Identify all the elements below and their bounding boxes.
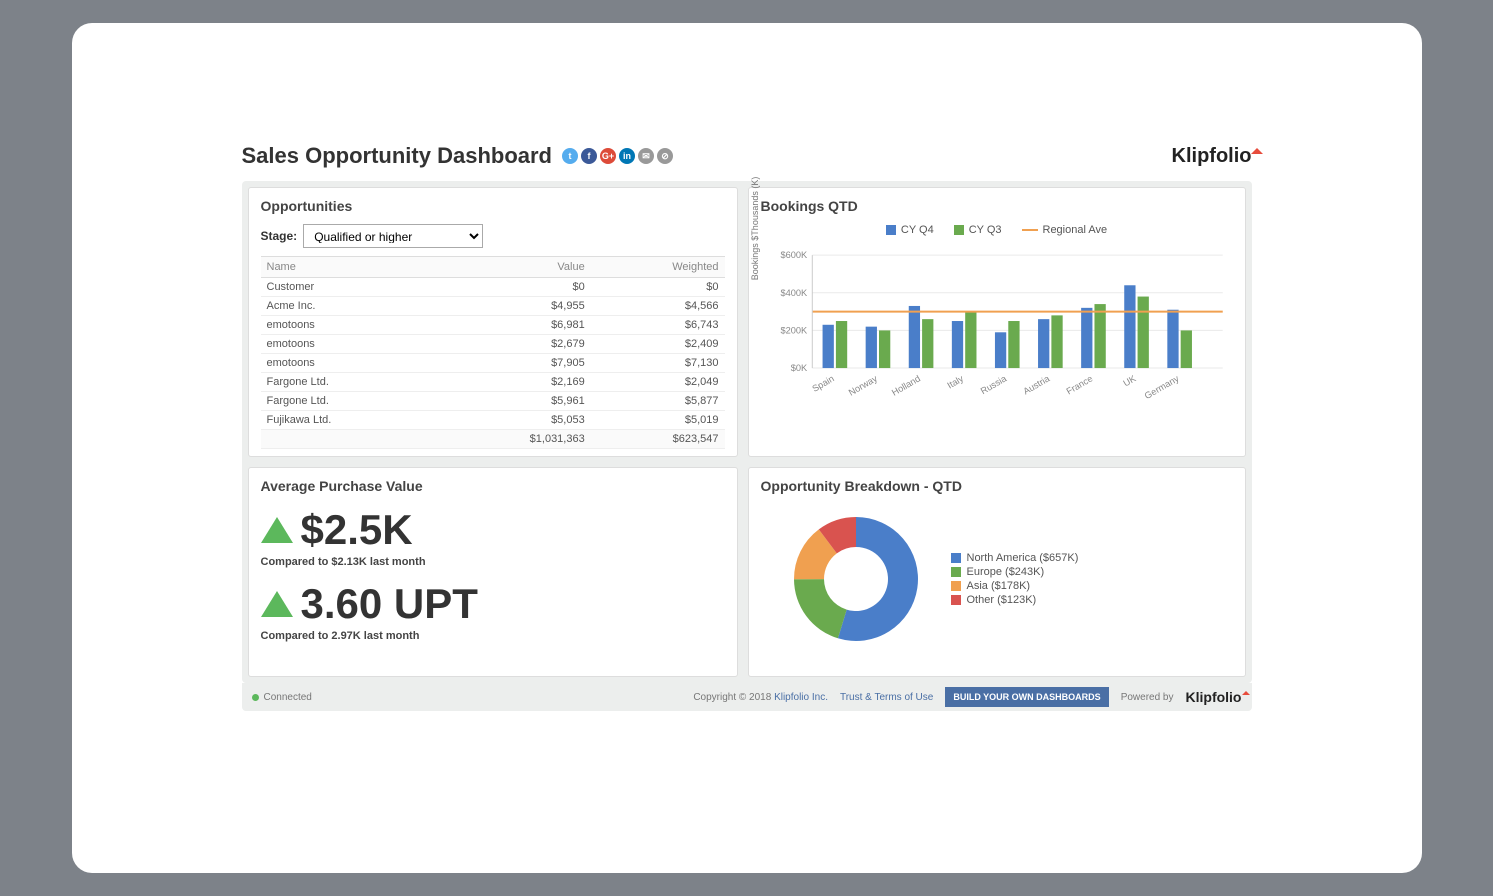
table-header: Value <box>437 257 591 278</box>
y-axis-label: Bookings $Thousands (K) <box>750 177 760 281</box>
logo: Klipfolio <box>1172 145 1252 168</box>
dashboard: Sales Opportunity Dashboard tfG+in✉⊘ Kli… <box>242 143 1252 711</box>
table-row[interactable]: Fujikawa Ltd.$5,053$5,019 <box>261 411 725 430</box>
svg-text:Italy: Italy <box>945 373 965 390</box>
legend-swatch-icon <box>886 225 896 235</box>
donut-wrap: North America ($657K) Europe ($243K) Asia … <box>761 504 1233 654</box>
mail-icon[interactable]: ✉ <box>638 148 654 164</box>
page-title: Sales Opportunity Dashboard <box>242 143 553 169</box>
footer-logo: Klipfolio <box>1186 689 1242 705</box>
svg-text:$400K: $400K <box>780 288 808 298</box>
bookings-legend: CY Q4 CY Q3 Regional Ave <box>761 224 1233 236</box>
legend-swatch-icon <box>951 553 961 563</box>
header: Sales Opportunity Dashboard tfG+in✉⊘ Kli… <box>242 143 1252 169</box>
table-row[interactable]: emotoons$6,981$6,743 <box>261 316 725 335</box>
legend-item: Asia ($178K) <box>951 580 1079 592</box>
bookings-panel: Bookings QTD CY Q4CY Q3Regional Ave Book… <box>748 187 1246 457</box>
panel-grid: Opportunities Stage: Qualified or higher… <box>242 181 1252 683</box>
legend-item: Europe ($243K) <box>951 566 1079 578</box>
bookings-title: Bookings QTD <box>761 198 1233 214</box>
apv-title: Average Purchase Value <box>261 478 725 494</box>
legend-swatch-icon <box>951 595 961 605</box>
opportunities-panel: Opportunities Stage: Qualified or higher… <box>248 187 738 457</box>
title-group: Sales Opportunity Dashboard tfG+in✉⊘ <box>242 143 674 169</box>
status-dot-icon <box>252 694 259 701</box>
legend-item: Other ($123K) <box>951 594 1079 606</box>
svg-text:Germany: Germany <box>1142 373 1180 401</box>
linkedin-icon[interactable]: in <box>619 148 635 164</box>
table-header: Weighted <box>591 257 725 278</box>
footer-left: Connected <box>252 692 312 703</box>
social-icons: tfG+in✉⊘ <box>562 148 673 164</box>
metric-value: $2.5K <box>301 506 413 554</box>
legend-swatch-icon <box>954 225 964 235</box>
apv-panel: Average Purchase Value $2.5K Compared to … <box>248 467 738 677</box>
legend-item: CY Q4 <box>886 224 934 236</box>
svg-text:Norway: Norway <box>846 373 878 397</box>
metric-block: $2.5K Compared to $2.13K last month <box>261 506 725 568</box>
svg-text:France: France <box>1064 373 1094 396</box>
legend-item: North America ($657K) <box>951 552 1079 564</box>
bookings-chart: Bookings $Thousands (K) $0K$200K$400K$60… <box>761 242 1233 412</box>
svg-text:$600K: $600K <box>780 250 808 260</box>
donut-legend: North America ($657K) Europe ($243K) Asia … <box>951 550 1079 608</box>
stage-row: Stage: Qualified or higher <box>261 224 725 248</box>
trend-up-icon <box>261 517 293 543</box>
twitter-icon[interactable]: t <box>562 148 578 164</box>
svg-text:Austria: Austria <box>1021 373 1052 396</box>
stage-label: Stage: <box>261 229 298 243</box>
legend-swatch-icon <box>1022 229 1038 231</box>
metric-subtext: Compared to 2.97K last month <box>261 630 725 642</box>
svg-text:Holland: Holland <box>889 373 921 397</box>
legend-item: CY Q3 <box>954 224 1002 236</box>
bar-chart-svg: $0K $200K $400K $600K Spain Norway Holland Ital… <box>761 242 1233 412</box>
table-total <box>261 430 437 449</box>
facebook-icon[interactable]: f <box>581 148 597 164</box>
metric-block: 3.60 UPT Compared to 2.97K last month <box>261 580 725 642</box>
app-frame: Sales Opportunity Dashboard tfG+in✉⊘ Kli… <box>72 23 1422 873</box>
legend-item: Regional Ave <box>1022 224 1108 236</box>
footer-right: Copyright © 2018 Klipfolio Inc. Trust & … <box>693 687 1241 707</box>
svg-text:$200K: $200K <box>780 325 808 335</box>
powered-by-text: Powered by <box>1121 692 1174 703</box>
stage-select[interactable]: Qualified or higher <box>303 224 483 248</box>
legend-swatch-icon <box>951 581 961 591</box>
svg-text:Spain: Spain <box>810 373 835 393</box>
terms-link[interactable]: Trust & Terms of Use <box>840 692 933 703</box>
opportunities-table: NameValueWeighted Customer$0$0Acme Inc.$… <box>261 256 725 449</box>
table-row[interactable]: Fargone Ltd.$2,169$2,049 <box>261 373 725 392</box>
table-row[interactable]: emotoons$7,905$7,130 <box>261 354 725 373</box>
breakdown-title: Opportunity Breakdown - QTD <box>761 478 1233 494</box>
legend-swatch-icon <box>951 567 961 577</box>
link-icon[interactable]: ⊘ <box>657 148 673 164</box>
svg-text:UK: UK <box>1121 373 1138 388</box>
table-total: $623,547 <box>591 430 725 449</box>
table-total: $1,031,363 <box>437 430 591 449</box>
table-row[interactable]: Customer$0$0 <box>261 278 725 297</box>
table-row[interactable]: Acme Inc.$4,955$4,566 <box>261 297 725 316</box>
table-row[interactable]: emotoons$2,679$2,409 <box>261 335 725 354</box>
gplus-icon[interactable]: G+ <box>600 148 616 164</box>
donut-chart <box>791 514 921 644</box>
svg-text:$0K: $0K <box>790 363 807 373</box>
table-header: Name <box>261 257 437 278</box>
table-row[interactable]: Fargone Ltd.$5,961$5,877 <box>261 392 725 411</box>
status-text: Connected <box>264 692 312 703</box>
svg-text:Russia: Russia <box>978 373 1008 396</box>
metric-value: 3.60 UPT <box>301 580 478 628</box>
opportunities-title: Opportunities <box>261 198 725 214</box>
trend-up-icon <box>261 591 293 617</box>
build-dashboards-button[interactable]: BUILD YOUR OWN DASHBOARDS <box>945 687 1108 707</box>
breakdown-panel: Opportunity Breakdown - QTD North Americ… <box>748 467 1246 677</box>
footer: Connected Copyright © 2018 Klipfolio Inc… <box>242 683 1252 711</box>
company-link[interactable]: Klipfolio Inc. <box>774 692 828 703</box>
copyright-text: Copyright © 2018 Klipfolio Inc. <box>693 692 828 703</box>
metric-subtext: Compared to $2.13K last month <box>261 556 725 568</box>
